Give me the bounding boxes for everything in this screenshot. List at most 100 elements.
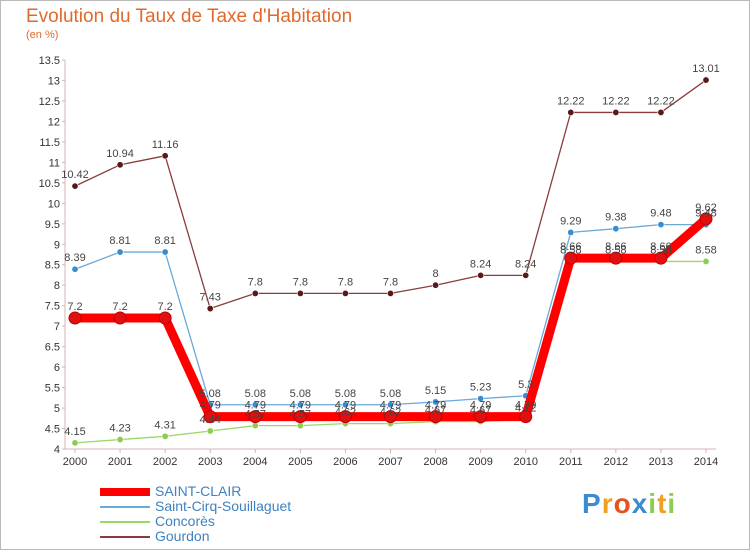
data-label-saint-clair: 7.2 <box>157 301 172 313</box>
data-point-saint-cirq-souillaguet <box>612 225 620 233</box>
data-label-saint-cirq-souillaguet: 5.3 <box>518 379 533 391</box>
legend-item-saint-clair: SAINT-CLAIR <box>100 483 400 499</box>
data-label-saint-clair: 4.79 <box>290 400 311 412</box>
data-label-saint-clair: 4.79 <box>245 400 266 412</box>
x-tick-label: 2014 <box>694 456 718 468</box>
y-tick-label: 4.5 <box>45 424 60 436</box>
y-tick-label: 7.5 <box>45 301 60 313</box>
data-point-concor-s <box>296 422 304 430</box>
data-point-gourdon <box>432 281 440 289</box>
x-tick-label: 2004 <box>243 456 267 468</box>
data-point-concor-s <box>161 432 169 440</box>
data-point-gourdon <box>567 108 575 116</box>
data-label-saint-cirq-souillaguet: 5.08 <box>380 388 401 400</box>
x-tick-label: 2000 <box>63 456 87 468</box>
data-point-gourdon <box>477 271 485 279</box>
legend-swatch-saint-clair <box>100 488 150 496</box>
data-point-gourdon <box>341 289 349 297</box>
data-label-saint-cirq-souillaguet: 5.08 <box>290 388 311 400</box>
data-label-concor-s: 8.58 <box>650 244 671 256</box>
data-label-saint-cirq-souillaguet: 5.15 <box>425 385 446 397</box>
y-tick-label: 10 <box>48 198 60 210</box>
data-label-saint-clair: 4.79 <box>425 400 446 412</box>
data-point-saint-clair <box>293 410 307 424</box>
y-tick-label: 5 <box>54 403 60 415</box>
data-point-saint-clair <box>699 212 713 226</box>
data-label-saint-cirq-souillaguet: 8.81 <box>154 235 175 247</box>
data-label-gourdon: 7.8 <box>338 276 353 288</box>
data-point-gourdon <box>612 108 620 116</box>
data-point-gourdon <box>206 305 214 313</box>
data-point-saint-clair <box>68 311 82 325</box>
legend-label-saint-clair: SAINT-CLAIR <box>155 483 242 499</box>
data-point-gourdon <box>161 152 169 160</box>
logo-letter: P <box>582 488 602 519</box>
data-label-concor-s: 4.62 <box>335 407 356 419</box>
data-point-concor-s <box>71 439 79 447</box>
data-label-saint-clair: 4.79 <box>515 400 536 412</box>
data-point-saint-clair <box>384 410 397 424</box>
y-tick-label: 9 <box>54 239 60 251</box>
data-point-saint-cirq-souillaguet <box>386 401 394 409</box>
logo-letter: t <box>657 488 668 519</box>
data-point-gourdon <box>296 289 304 297</box>
proxiti-logo: Proxiti <box>582 488 676 520</box>
data-label-concor-s: 8.58 <box>695 244 716 256</box>
y-tick-label: 11 <box>49 157 60 169</box>
data-label-concor-s: 4.23 <box>109 423 130 435</box>
y-tick-label: 4 <box>54 444 60 456</box>
data-label-gourdon: 7.8 <box>293 276 308 288</box>
legend-label-saint-cirq-souillaguet: Saint-Cirq-Souillaguet <box>155 498 292 514</box>
logo-letter: x <box>631 488 649 519</box>
legend-item-saint-cirq-souillaguet: Saint-Cirq-Souillaguet <box>100 498 400 514</box>
data-label-concor-s: 4.57 <box>245 409 266 421</box>
legend-item-concores: Concorès <box>100 513 400 529</box>
data-point-gourdon <box>657 108 665 116</box>
data-point-concor-s <box>206 427 214 435</box>
data-label-gourdon: 8.24 <box>515 258 536 270</box>
legend-swatch-concores <box>100 521 150 523</box>
data-label-concor-s: 8.58 <box>560 244 581 256</box>
data-label-gourdon: 12.22 <box>557 95 585 107</box>
data-label-saint-clair: 7.2 <box>67 301 82 313</box>
x-tick-label: 2011 <box>559 456 583 468</box>
y-tick-label: 13 <box>48 75 60 87</box>
logo-letter: i <box>648 488 658 519</box>
data-point-saint-clair <box>474 410 488 424</box>
data-label-saint-cirq-souillaguet: 5.08 <box>335 388 356 400</box>
y-tick-label: 7 <box>54 321 60 333</box>
data-label-saint-cirq-souillaguet: 9.48 <box>695 208 716 220</box>
data-label-saint-clair: 8.66 <box>650 241 671 253</box>
data-label-saint-clair: 4.79 <box>335 400 356 412</box>
data-point-concor-s <box>116 436 124 444</box>
data-label-gourdon: 10.94 <box>106 148 134 160</box>
data-point-gourdon <box>251 289 259 297</box>
data-label-gourdon: 7.43 <box>200 292 221 304</box>
data-label-gourdon: 8.24 <box>470 258 491 270</box>
data-label-saint-clair: 8.66 <box>560 241 581 253</box>
data-label-saint-cirq-souillaguet: 9.48 <box>650 208 671 220</box>
data-label-concor-s: 4.31 <box>154 419 175 431</box>
logo-letter: i <box>667 488 677 519</box>
data-point-saint-cirq-souillaguet <box>251 401 259 409</box>
data-point-saint-cirq-souillaguet <box>657 221 665 229</box>
data-label-saint-cirq-souillaguet: 9.38 <box>605 212 626 224</box>
data-label-saint-cirq-souillaguet: 5.23 <box>470 382 491 394</box>
legend-item-gourdon: Gourdon <box>100 528 400 544</box>
x-tick-label: 2009 <box>468 456 492 468</box>
chart-subtitle: (en %) <box>26 29 59 41</box>
data-label-gourdon: 7.8 <box>383 276 398 288</box>
data-label-saint-clair: 9.62 <box>695 202 716 214</box>
chart-title: Evolution du Taux de Taxe d'Habitation <box>26 6 353 27</box>
data-label-gourdon: 11.16 <box>152 139 179 151</box>
data-label-saint-clair: 4.79 <box>380 400 401 412</box>
data-label-concor-s: 4.44 <box>200 414 221 426</box>
data-point-saint-clair <box>564 251 578 265</box>
data-point-saint-clair <box>203 410 217 424</box>
data-label-concor-s: 4.62 <box>380 407 401 419</box>
data-label-saint-cirq-souillaguet: 8.39 <box>64 252 85 264</box>
data-point-saint-clair <box>113 311 127 325</box>
data-label-concor-s: 4.67 <box>470 405 491 417</box>
x-tick-label: 2012 <box>604 456 628 468</box>
